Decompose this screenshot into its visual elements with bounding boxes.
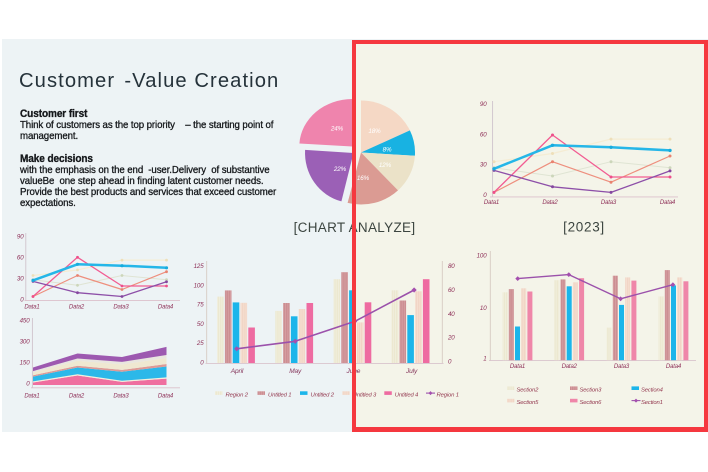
svg-text:Data2: Data2 xyxy=(562,364,578,370)
svg-text:Data2: Data2 xyxy=(69,305,85,311)
svg-text:100: 100 xyxy=(194,282,205,289)
svg-text:Section5: Section5 xyxy=(517,400,540,406)
svg-text:125: 125 xyxy=(194,263,205,270)
svg-text:May: May xyxy=(289,368,302,375)
svg-text:Data3: Data3 xyxy=(113,393,129,399)
svg-text:60: 60 xyxy=(448,287,455,294)
svg-text:Region 2: Region 2 xyxy=(226,392,249,398)
svg-text:Untitled 1: Untitled 1 xyxy=(268,392,291,398)
svg-text:18%: 18% xyxy=(368,128,381,135)
svg-text:20: 20 xyxy=(447,335,455,342)
svg-text:50: 50 xyxy=(197,321,204,328)
svg-text:12%: 12% xyxy=(379,162,392,169)
svg-text:24%: 24% xyxy=(330,126,344,133)
svg-text:July: July xyxy=(405,368,418,375)
svg-text:Untitled 3: Untitled 3 xyxy=(353,392,377,398)
svg-text:0: 0 xyxy=(20,296,24,303)
svg-text:Untitled 4: Untitled 4 xyxy=(395,392,419,398)
svg-text:Section2: Section2 xyxy=(517,387,540,393)
svg-text:Section1: Section1 xyxy=(641,400,663,406)
svg-text:8%: 8% xyxy=(383,147,392,154)
svg-text:1: 1 xyxy=(483,356,486,363)
svg-text:Data3: Data3 xyxy=(614,364,630,370)
svg-text:450: 450 xyxy=(20,318,31,325)
svg-text:30: 30 xyxy=(480,162,487,169)
svg-text:0: 0 xyxy=(200,360,204,367)
svg-text:Data3: Data3 xyxy=(113,305,129,311)
svg-text:Section3: Section3 xyxy=(580,387,603,393)
svg-text:40: 40 xyxy=(448,311,455,318)
svg-text:[2023]: [2023] xyxy=(563,220,605,235)
svg-text:Data1: Data1 xyxy=(24,393,39,399)
svg-text:10: 10 xyxy=(480,305,487,312)
svg-text:300: 300 xyxy=(20,339,31,346)
svg-text:80: 80 xyxy=(448,263,455,270)
svg-text:Data4: Data4 xyxy=(158,393,174,399)
svg-text:Section6: Section6 xyxy=(580,400,603,406)
svg-text:100: 100 xyxy=(477,253,488,260)
svg-text:Data1: Data1 xyxy=(510,364,525,370)
svg-text:0: 0 xyxy=(483,192,487,199)
svg-text:Untitled 2: Untitled 2 xyxy=(311,392,335,398)
svg-text:60: 60 xyxy=(480,131,487,138)
svg-text:Region 1: Region 1 xyxy=(437,392,459,398)
svg-text:0: 0 xyxy=(448,359,452,366)
svg-text:April: April xyxy=(230,368,244,375)
svg-text:Data2: Data2 xyxy=(69,393,85,399)
svg-text:16%: 16% xyxy=(357,175,370,182)
svg-text:150: 150 xyxy=(20,360,31,367)
svg-text:22%: 22% xyxy=(333,166,347,173)
svg-text:30: 30 xyxy=(17,275,24,282)
svg-text:60: 60 xyxy=(17,254,24,261)
svg-text:25: 25 xyxy=(196,340,204,347)
svg-text:75: 75 xyxy=(197,302,204,309)
svg-text:0: 0 xyxy=(26,381,30,388)
svg-text:Data2: Data2 xyxy=(542,200,558,206)
svg-text:Data4: Data4 xyxy=(660,200,676,206)
svg-text:Data4: Data4 xyxy=(666,364,682,370)
svg-text:Data4: Data4 xyxy=(158,305,174,311)
svg-text:Data1: Data1 xyxy=(484,200,499,206)
svg-text:Data1: Data1 xyxy=(24,305,39,311)
svg-text:Data3: Data3 xyxy=(601,200,617,206)
svg-text:Section4: Section4 xyxy=(641,387,664,393)
svg-text:90: 90 xyxy=(17,233,24,240)
svg-text:90: 90 xyxy=(480,101,487,108)
